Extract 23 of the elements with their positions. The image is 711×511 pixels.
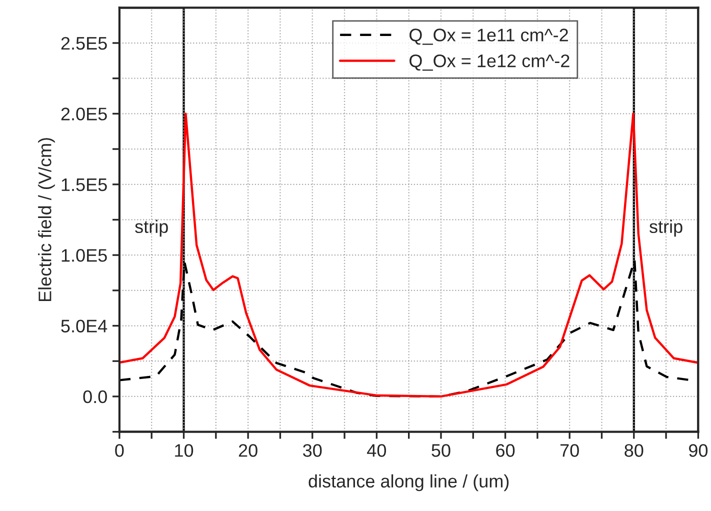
y-axis-title: Electric field / (V/cm) [38, 138, 55, 302]
y-tick-label: 5.0E4 [61, 320, 108, 332]
y-tick-label: 0.0 [83, 390, 107, 404]
y-tick-label: 1.0E5 [62, 249, 107, 262]
x-tick-label: 10 [175, 444, 194, 457]
x-tick-label: 70 [560, 444, 579, 457]
x-tick-label: 0 [115, 444, 124, 457]
x-axis-title: distance along line / (um) [308, 474, 509, 492]
x-tick-label: 80 [624, 444, 644, 457]
legend-label: Q_Ox = 1e12 cm^-2 [410, 54, 570, 71]
y-tick-label: 2.5E5 [61, 36, 107, 50]
band-label: strip [649, 220, 682, 237]
x-tick-label: 40 [367, 444, 386, 457]
legend-label: Q_Ox = 1e11 cm^-2 [410, 28, 568, 45]
y-tick-label: 2.0E5 [61, 108, 107, 120]
x-tick-label: 30 [303, 444, 322, 457]
x-tick-label: 50 [432, 444, 450, 457]
band-label: strip [135, 220, 168, 237]
x-tick-label: 20 [238, 444, 258, 457]
line-series [119, 112, 698, 398]
y-tick-label: 1.5E5 [62, 178, 107, 192]
x-tick-label: 60 [496, 444, 515, 457]
x-tick-label: 90 [689, 444, 708, 457]
